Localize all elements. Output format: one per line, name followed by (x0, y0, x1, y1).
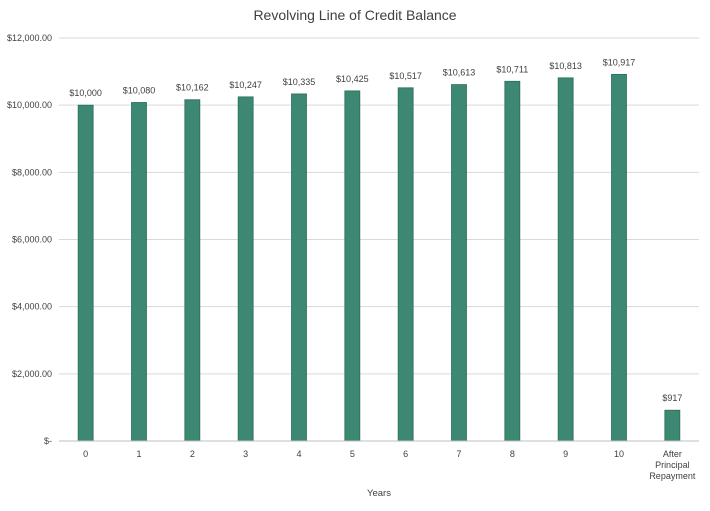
y-axis-ticks: $- $2,000.00 $4,000.00 $6,000.00 $8,000.00 $1… (7, 33, 52, 446)
chart-title: Revolving Line of Credit Balance (253, 7, 456, 23)
bars (77, 73, 681, 442)
x-tick-label: 7 (456, 449, 461, 459)
data-label: $10,711 (496, 64, 528, 74)
data-label: $10,425 (336, 74, 369, 84)
bar (557, 77, 574, 442)
x-tick-label: 10 (614, 449, 624, 459)
y-tick-label: $2,000.00 (12, 369, 52, 379)
x-tick-label: 9 (563, 449, 568, 459)
x-tick-label: 3 (243, 449, 248, 459)
x-tick-label: 0 (83, 449, 88, 459)
x-tick-label: 6 (403, 449, 408, 459)
bar (237, 96, 254, 442)
x-axis-ticks: 0 1 2 3 4 5 6 7 8 9 10 After Principal Repayment (83, 449, 696, 481)
bar (611, 73, 627, 442)
data-label: $10,613 (443, 68, 476, 78)
bar (291, 93, 307, 442)
x-tick-label: 2 (190, 449, 195, 459)
bar (451, 84, 467, 442)
x-tick-label: After Principal Repayment (649, 449, 696, 481)
x-axis-label: Years (367, 488, 391, 499)
data-label: $10,000 (69, 88, 102, 98)
y-tick-label: $6,000.00 (12, 235, 52, 245)
data-label: $10,917 (603, 57, 636, 67)
data-label: $917 (662, 393, 682, 403)
x-tick-label: 8 (510, 449, 515, 459)
bar (131, 102, 147, 442)
bar (397, 87, 414, 442)
data-label: $10,162 (176, 83, 209, 93)
data-label: $10,080 (123, 85, 156, 95)
x-tick-label: 5 (350, 449, 355, 459)
bar (344, 90, 361, 442)
x-tick-label: 1 (136, 449, 141, 459)
gridlines (59, 37, 699, 375)
y-tick-label: $8,000.00 (12, 167, 52, 177)
bar (504, 80, 521, 442)
y-tick-label: $12,000.00 (7, 33, 52, 43)
bar (664, 409, 681, 442)
data-labels: $10,000 $10,080 $10,162 $10,247 $10,335 $10,4… (69, 57, 682, 403)
data-label: $10,247 (229, 80, 262, 90)
data-label: $10,335 (283, 77, 316, 87)
y-tick-label: $- (44, 436, 52, 446)
data-label: $10,813 (549, 61, 582, 71)
y-tick-label: $4,000.00 (12, 302, 52, 312)
data-label: $10,517 (389, 71, 422, 81)
x-tick-label: 4 (296, 449, 301, 459)
bar (77, 104, 94, 442)
bar (184, 99, 201, 442)
y-tick-label: $10,000.00 (7, 100, 52, 110)
